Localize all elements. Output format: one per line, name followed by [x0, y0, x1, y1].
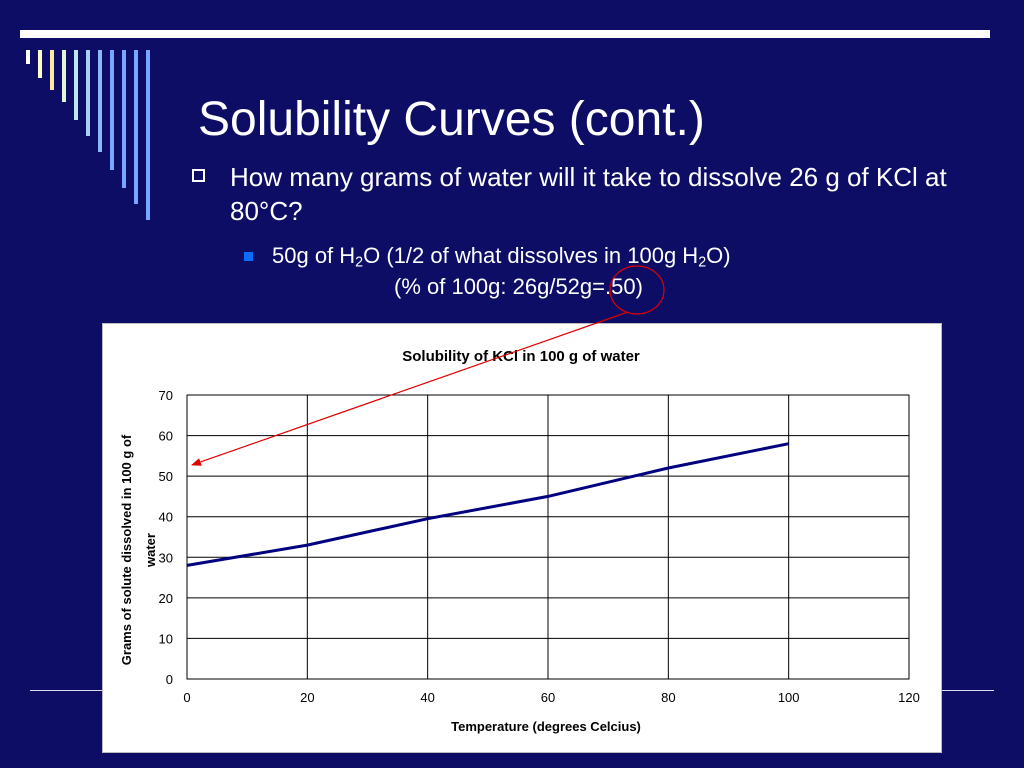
stripe: [110, 50, 114, 170]
x-tick-label: 120: [898, 690, 920, 705]
grid-lines: [186, 394, 910, 680]
x-tick-label: 40: [420, 690, 434, 705]
decorative-stripes: [26, 50, 150, 220]
footer-rule-right: [940, 690, 994, 691]
bullet-question-text: How many grams of water will it take to …: [230, 162, 947, 226]
hollow-square-bullet-icon: [192, 169, 205, 182]
x-tick-label: 80: [661, 690, 675, 705]
answer-part2: O (1/2 of what dissolves in 100g H: [363, 243, 699, 268]
x-tick-labels: 0 20 40 60 80 100 120: [183, 690, 919, 705]
bullet-answer: 50g of H2O (1/2 of what dissolves in 100…: [244, 240, 984, 302]
stripe: [86, 50, 90, 136]
filled-square-bullet-icon: [244, 252, 253, 261]
x-tick-label: 60: [541, 690, 555, 705]
answer-line-1: 50g of H2O (1/2 of what dissolves in 100…: [272, 240, 984, 271]
stripe: [74, 50, 78, 120]
chart-container: Solubility of KCl in 100 g of water 0 20 4…: [102, 323, 942, 753]
footer-rule-left: [30, 690, 106, 691]
x-axis-label: Temperature (degrees Celcius): [451, 719, 641, 734]
stripe: [50, 50, 54, 90]
y-tick-label: 0: [166, 672, 173, 687]
y-tick-label: 30: [159, 550, 173, 565]
chart-title: Solubility of KCl in 100 g of water: [402, 348, 640, 365]
y-tick-label: 50: [159, 469, 173, 484]
y-tick-label: 70: [159, 388, 173, 403]
solubility-chart: Solubility of KCl in 100 g of water 0 20 4…: [119, 348, 920, 734]
stripe: [134, 50, 138, 204]
y-tick-label: 60: [159, 429, 173, 444]
x-tick-label: 100: [778, 690, 800, 705]
slide-title: Solubility Curves (cont.): [198, 93, 705, 146]
y-tick-label: 40: [159, 510, 173, 525]
stripe: [62, 50, 66, 102]
stripe: [26, 50, 30, 64]
solubility-curve-line: [186, 442, 789, 567]
y-tick-label: 10: [159, 631, 173, 646]
x-tick-label: 20: [300, 690, 314, 705]
bullet-question: How many grams of water will it take to …: [190, 160, 980, 228]
stripe: [146, 50, 150, 220]
answer-part3: O): [706, 243, 731, 268]
y-tick-labels: 0 10 20 30 40 50 60 70: [159, 388, 173, 687]
top-rule: [20, 30, 990, 38]
y-tick-label: 20: [159, 591, 173, 606]
stripe: [38, 50, 42, 78]
x-tick-label: 0: [183, 690, 190, 705]
stripe: [98, 50, 102, 152]
stripe: [122, 50, 126, 188]
answer-subscript-1: 2: [355, 254, 364, 271]
y-axis-label: Grams of solute dissolved in 100 g of wat…: [119, 434, 158, 665]
answer-line-2: (% of 100g: 26g/52g=.50): [394, 274, 643, 299]
answer-subscript-2: 2: [698, 254, 707, 271]
answer-part1: 50g of H: [272, 243, 356, 268]
